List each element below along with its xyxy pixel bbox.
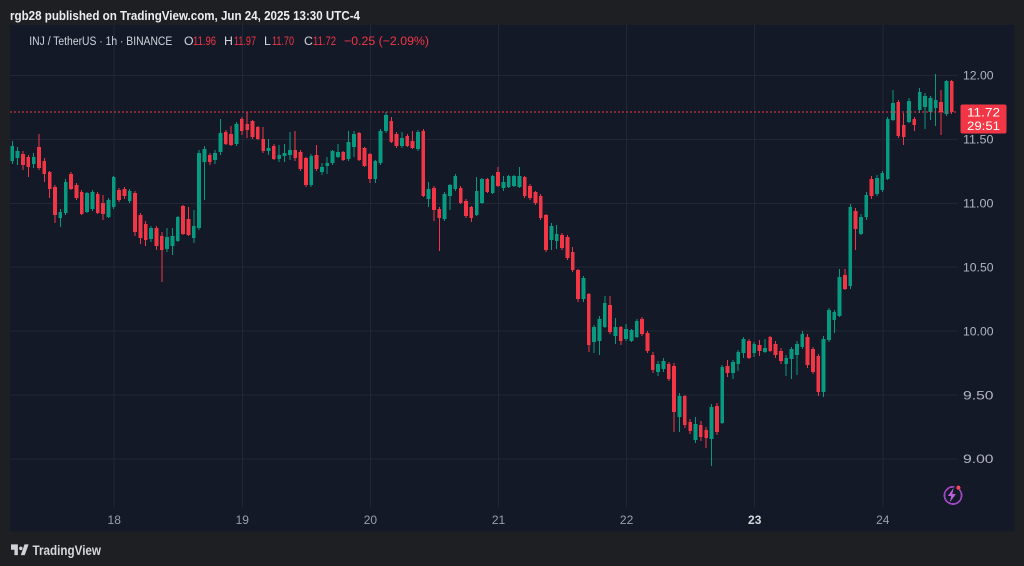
svg-text:12.00: 12.00 bbox=[963, 69, 994, 83]
svg-text:11.50: 11.50 bbox=[963, 133, 994, 147]
svg-text:19: 19 bbox=[236, 513, 250, 527]
svg-text:O: O bbox=[184, 34, 194, 48]
svg-text:21: 21 bbox=[492, 513, 506, 527]
svg-text:22: 22 bbox=[620, 513, 634, 527]
svg-text:23: 23 bbox=[748, 513, 762, 527]
svg-text:9.50: 9.50 bbox=[963, 388, 994, 402]
svg-text:11.72: 11.72 bbox=[313, 34, 336, 48]
svg-text:rgb28 published on TradingView: rgb28 published on TradingView.com, Jun … bbox=[10, 8, 361, 23]
svg-text:11.00: 11.00 bbox=[963, 197, 994, 211]
svg-text:TradingView: TradingView bbox=[33, 543, 102, 558]
svg-text:18: 18 bbox=[108, 513, 122, 527]
svg-text:C: C bbox=[304, 34, 313, 48]
svg-text:L: L bbox=[264, 34, 271, 48]
svg-text:INJ / TetherUS · 1h · BINANCE: INJ / TetherUS · 1h · BINANCE bbox=[29, 34, 172, 48]
svg-text:10.50: 10.50 bbox=[963, 260, 994, 274]
svg-text:11.96: 11.96 bbox=[193, 34, 216, 48]
svg-text:9.00: 9.00 bbox=[963, 452, 994, 466]
svg-text:11.70: 11.70 bbox=[272, 34, 294, 48]
svg-text:−0.25 (−2.09%): −0.25 (−2.09%) bbox=[344, 34, 429, 48]
svg-text:H: H bbox=[224, 34, 233, 48]
svg-text:11.97: 11.97 bbox=[234, 34, 256, 48]
svg-text:20: 20 bbox=[364, 513, 378, 527]
svg-text:10.00: 10.00 bbox=[963, 324, 994, 338]
svg-text:29:51: 29:51 bbox=[967, 119, 1000, 133]
svg-text:11.72: 11.72 bbox=[967, 106, 1000, 120]
svg-text:24: 24 bbox=[876, 513, 890, 527]
